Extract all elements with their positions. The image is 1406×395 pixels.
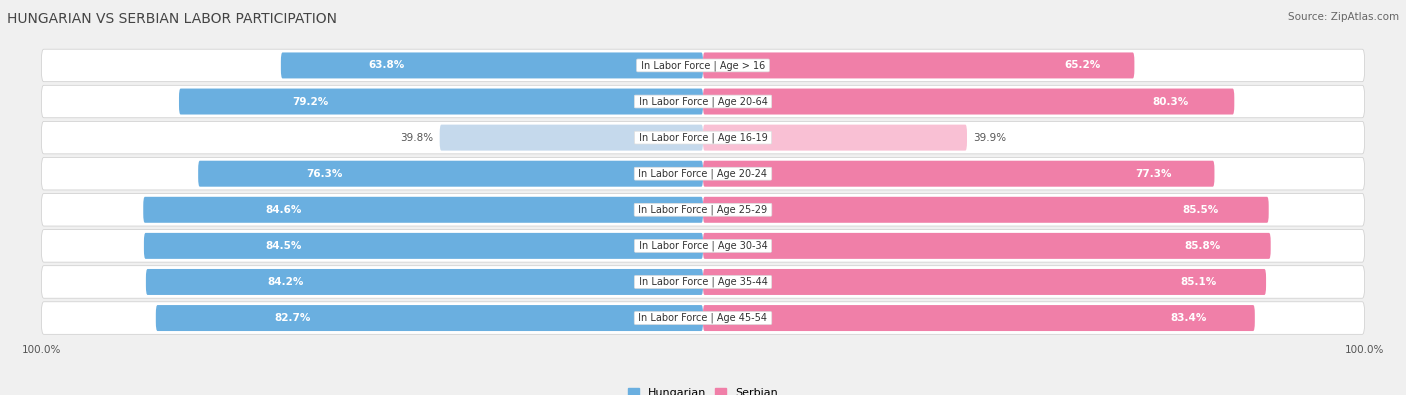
- Text: 84.2%: 84.2%: [267, 277, 304, 287]
- FancyBboxPatch shape: [703, 269, 1265, 295]
- FancyBboxPatch shape: [146, 269, 703, 295]
- Text: 85.1%: 85.1%: [1181, 277, 1216, 287]
- FancyBboxPatch shape: [156, 305, 703, 331]
- Text: HUNGARIAN VS SERBIAN LABOR PARTICIPATION: HUNGARIAN VS SERBIAN LABOR PARTICIPATION: [7, 12, 337, 26]
- Text: 84.5%: 84.5%: [266, 241, 302, 251]
- Text: In Labor Force | Age 16-19: In Labor Force | Age 16-19: [636, 132, 770, 143]
- Text: 83.4%: 83.4%: [1170, 313, 1206, 323]
- Text: 76.3%: 76.3%: [307, 169, 343, 179]
- FancyBboxPatch shape: [703, 125, 967, 150]
- Text: 79.2%: 79.2%: [292, 96, 328, 107]
- FancyBboxPatch shape: [281, 53, 703, 79]
- Text: 39.8%: 39.8%: [399, 133, 433, 143]
- FancyBboxPatch shape: [703, 161, 1215, 187]
- FancyBboxPatch shape: [41, 229, 1365, 262]
- FancyBboxPatch shape: [703, 53, 1135, 79]
- FancyBboxPatch shape: [41, 85, 1365, 118]
- Text: In Labor Force | Age 35-44: In Labor Force | Age 35-44: [636, 277, 770, 287]
- Text: 77.3%: 77.3%: [1135, 169, 1171, 179]
- FancyBboxPatch shape: [179, 88, 703, 115]
- Text: In Labor Force | Age 20-64: In Labor Force | Age 20-64: [636, 96, 770, 107]
- Text: In Labor Force | Age 30-34: In Labor Force | Age 30-34: [636, 241, 770, 251]
- FancyBboxPatch shape: [703, 88, 1234, 115]
- FancyBboxPatch shape: [41, 121, 1365, 154]
- Text: In Labor Force | Age > 16: In Labor Force | Age > 16: [638, 60, 768, 71]
- FancyBboxPatch shape: [41, 266, 1365, 298]
- Text: In Labor Force | Age 25-29: In Labor Force | Age 25-29: [636, 205, 770, 215]
- FancyBboxPatch shape: [143, 197, 703, 223]
- FancyBboxPatch shape: [41, 302, 1365, 334]
- FancyBboxPatch shape: [143, 233, 703, 259]
- Text: In Labor Force | Age 20-24: In Labor Force | Age 20-24: [636, 168, 770, 179]
- Text: 65.2%: 65.2%: [1064, 60, 1101, 70]
- Text: 82.7%: 82.7%: [274, 313, 311, 323]
- FancyBboxPatch shape: [703, 197, 1268, 223]
- FancyBboxPatch shape: [41, 158, 1365, 190]
- Text: 63.8%: 63.8%: [368, 60, 405, 70]
- FancyBboxPatch shape: [440, 125, 703, 150]
- Legend: Hungarian, Serbian: Hungarian, Serbian: [628, 388, 778, 395]
- FancyBboxPatch shape: [41, 194, 1365, 226]
- FancyBboxPatch shape: [41, 49, 1365, 82]
- Text: 80.3%: 80.3%: [1153, 96, 1188, 107]
- Text: Source: ZipAtlas.com: Source: ZipAtlas.com: [1288, 12, 1399, 22]
- Text: 85.5%: 85.5%: [1182, 205, 1219, 215]
- FancyBboxPatch shape: [198, 161, 703, 187]
- FancyBboxPatch shape: [703, 305, 1254, 331]
- FancyBboxPatch shape: [703, 233, 1271, 259]
- Text: 84.6%: 84.6%: [264, 205, 301, 215]
- Text: In Labor Force | Age 45-54: In Labor Force | Age 45-54: [636, 313, 770, 323]
- Text: 39.9%: 39.9%: [973, 133, 1007, 143]
- Text: 85.8%: 85.8%: [1184, 241, 1220, 251]
